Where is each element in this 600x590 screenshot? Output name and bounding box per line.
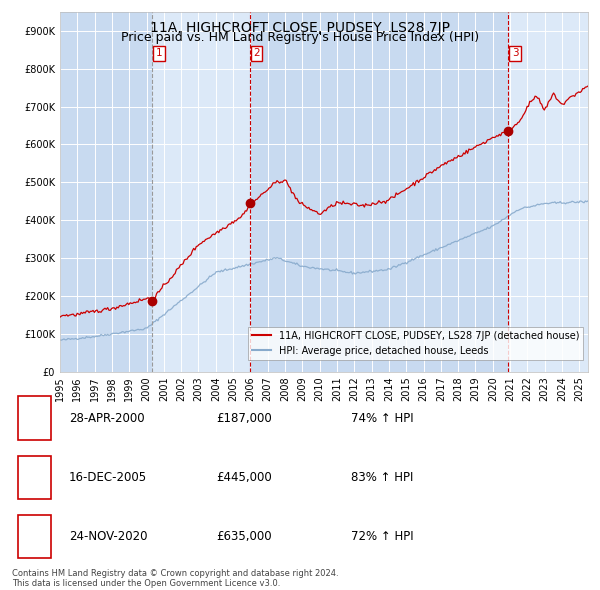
Text: £187,000: £187,000 bbox=[216, 412, 272, 425]
Text: 3: 3 bbox=[512, 48, 518, 58]
Text: 24-NOV-2020: 24-NOV-2020 bbox=[69, 530, 148, 543]
Bar bbox=[60, 12, 152, 372]
FancyBboxPatch shape bbox=[18, 515, 51, 558]
Text: 1: 1 bbox=[156, 48, 163, 58]
Text: 2: 2 bbox=[31, 471, 38, 484]
FancyBboxPatch shape bbox=[18, 455, 51, 499]
Text: £445,000: £445,000 bbox=[216, 471, 272, 484]
Legend: 11A, HIGHCROFT CLOSE, PUDSEY, LS28 7JP (detached house), HPI: Average price, det: 11A, HIGHCROFT CLOSE, PUDSEY, LS28 7JP (… bbox=[248, 327, 583, 360]
Text: 16-DEC-2005: 16-DEC-2005 bbox=[69, 471, 147, 484]
Text: 11A, HIGHCROFT CLOSE, PUDSEY, LS28 7JP: 11A, HIGHCROFT CLOSE, PUDSEY, LS28 7JP bbox=[150, 21, 450, 35]
Text: 83% ↑ HPI: 83% ↑ HPI bbox=[351, 471, 413, 484]
Text: 72% ↑ HPI: 72% ↑ HPI bbox=[351, 530, 413, 543]
Text: 1: 1 bbox=[31, 412, 38, 425]
Text: 3: 3 bbox=[31, 530, 38, 543]
Text: 74% ↑ HPI: 74% ↑ HPI bbox=[351, 412, 413, 425]
Bar bbox=[152, 12, 250, 372]
Text: £635,000: £635,000 bbox=[216, 530, 272, 543]
Text: Contains HM Land Registry data © Crown copyright and database right 2024.
This d: Contains HM Land Registry data © Crown c… bbox=[12, 569, 338, 588]
Text: 2: 2 bbox=[253, 48, 260, 58]
FancyBboxPatch shape bbox=[18, 396, 51, 440]
Bar bbox=[508, 12, 588, 372]
Text: 28-APR-2000: 28-APR-2000 bbox=[69, 412, 145, 425]
Bar bbox=[250, 12, 508, 372]
Text: Price paid vs. HM Land Registry's House Price Index (HPI): Price paid vs. HM Land Registry's House … bbox=[121, 31, 479, 44]
